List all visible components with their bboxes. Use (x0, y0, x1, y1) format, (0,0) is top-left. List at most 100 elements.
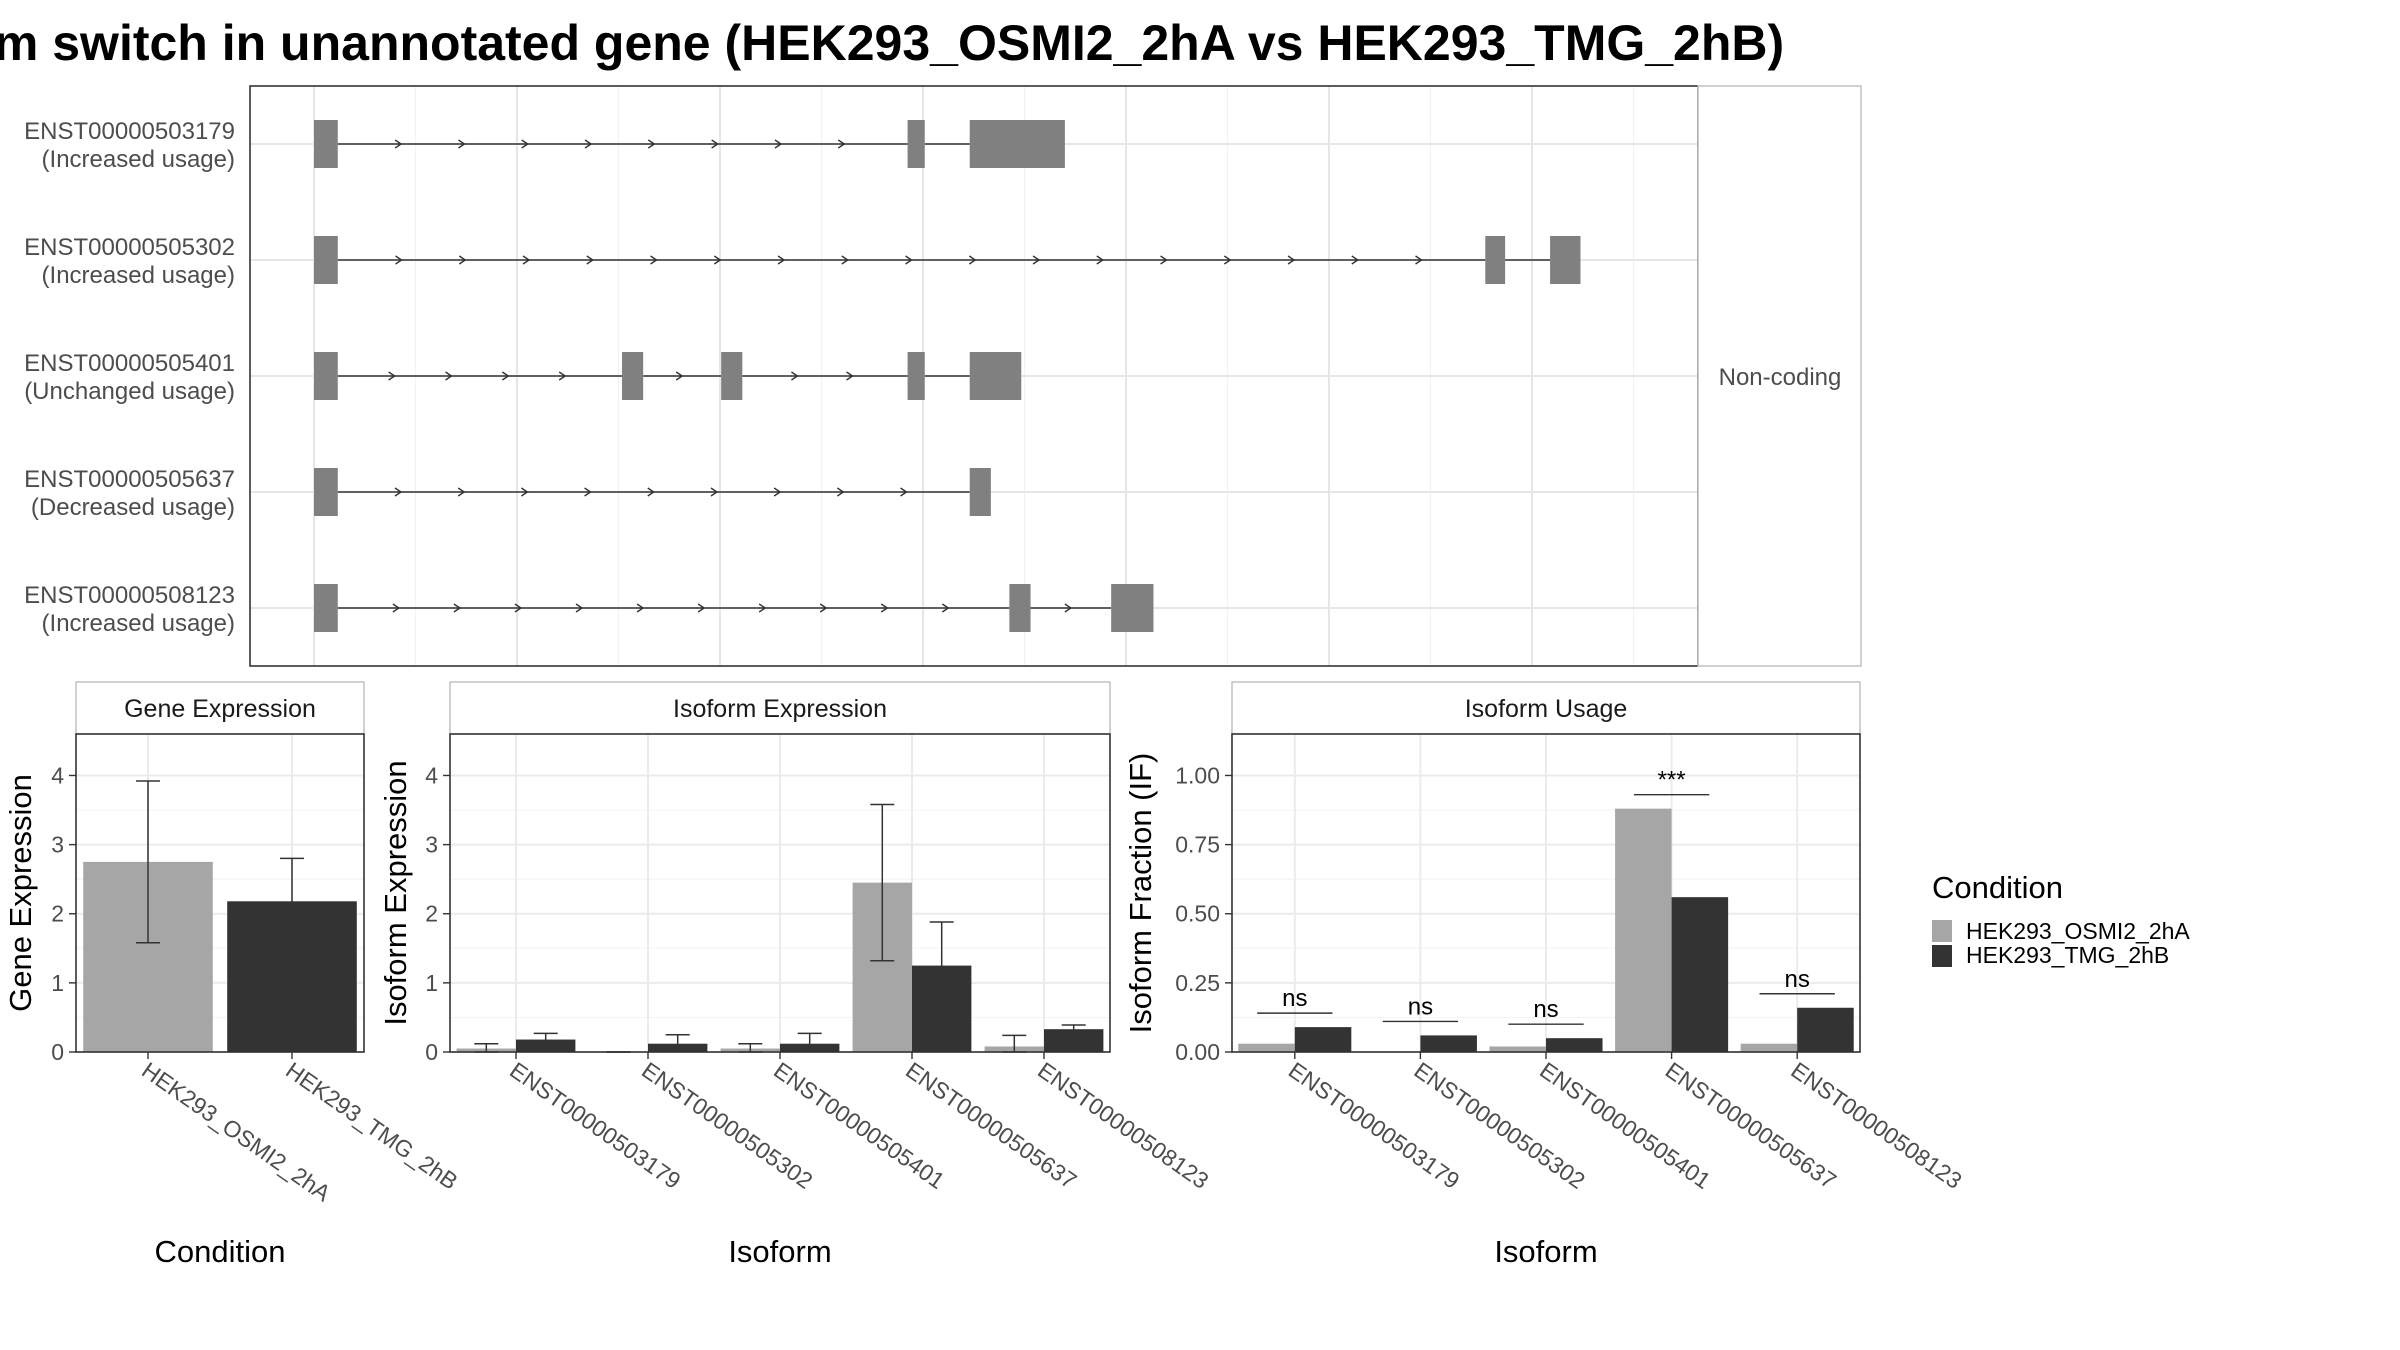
bar (1044, 1029, 1104, 1052)
exon-block (314, 352, 338, 400)
facet-label: Gene Expression (124, 695, 316, 723)
intron-direction-arrow (819, 603, 828, 613)
exon-block (314, 584, 338, 632)
x-axis-title: Isoform (1494, 1234, 1597, 1269)
gene-structure-panel: Non-coding ENST00000503179(Increased usa… (24, 85, 1862, 667)
intron-direction-arrow (388, 371, 396, 381)
y-tick-label: 4 (51, 762, 64, 788)
exon-block (314, 120, 338, 168)
y-tick-label: 0 (51, 1039, 64, 1065)
significance-label: ns (1282, 985, 1307, 1012)
facet-strip (1231, 681, 1861, 735)
transcript-id: ENST00000505302 (24, 234, 235, 261)
intron-direction-arrow (777, 255, 786, 265)
exon-block (1485, 236, 1506, 284)
transcript-usage: (Increased usage) (42, 262, 235, 289)
exon-block (907, 120, 925, 168)
y-tick-label: 3 (425, 832, 438, 858)
intron-direction-arrow (586, 255, 595, 265)
legend-swatch-cond1 (1932, 920, 1952, 942)
intron-direction-arrow (841, 255, 850, 265)
intron-direction-arrow (900, 487, 908, 497)
intron-direction-arrow (584, 139, 593, 149)
intron-direction-arrow (941, 603, 950, 613)
intron-direction-arrow (395, 255, 403, 265)
exon-block (969, 468, 991, 516)
intron-direction-arrow (636, 603, 645, 613)
intron-direction-arrow (905, 255, 913, 265)
y-tick-label: 2 (51, 901, 64, 927)
intron-direction-arrow (710, 487, 719, 497)
intron-direction-arrow (1064, 603, 1073, 613)
transcript-id: ENST00000505637 (24, 466, 235, 493)
intron-direction-arrow (501, 371, 510, 381)
intron-direction-arrow (445, 371, 453, 381)
intron-direction-arrow (520, 487, 529, 497)
intron-direction-arrow (675, 371, 684, 381)
intron-direction-arrow (1160, 255, 1168, 265)
transcript-label: ENST00000508123(Increased usage) (24, 582, 235, 637)
y-tick-label: 0.50 (1175, 901, 1220, 927)
y-axis-title: Isoform Expression (378, 760, 413, 1025)
facet-label: Isoform Usage (1465, 695, 1628, 723)
intron-direction-arrow (1415, 255, 1423, 265)
facet-strip (449, 681, 1111, 735)
gene-structure-tracks (314, 120, 1581, 632)
bar (1420, 1035, 1477, 1052)
intron-direction-arrow (521, 139, 529, 149)
intron-direction-arrow (453, 603, 462, 613)
intron-direction-arrow (647, 487, 656, 497)
intron-direction-arrow (1223, 255, 1232, 265)
intron-direction-arrow (575, 603, 584, 613)
exon-block (1550, 236, 1581, 284)
y-tick-label: 2 (425, 901, 438, 927)
transcript-label: ENST00000505637(Decreased usage) (24, 466, 235, 521)
intron-direction-arrow (1287, 255, 1296, 265)
exon-block (1111, 584, 1154, 632)
facet-label-non-coding: Non-coding (1719, 364, 1842, 391)
y-axis-title: Isoform Fraction (IF) (1123, 753, 1158, 1034)
transcript-label: ENST00000505302(Increased usage) (24, 234, 235, 289)
transcript-label: ENST00000503179(Increased usage) (24, 118, 235, 173)
legend-swatch-cond2 (1932, 945, 1952, 967)
intron-direction-arrow (458, 255, 467, 265)
intron-direction-arrow (836, 487, 845, 497)
transcript-usage: (Increased usage) (42, 610, 235, 637)
exon-block (314, 236, 338, 284)
exon-block (622, 352, 644, 400)
exon-block (1009, 584, 1031, 632)
legend-label-cond1: HEK293_OSMI2_2hA (1966, 918, 2190, 944)
exon-block (907, 352, 925, 400)
intron-direction-arrow (773, 487, 782, 497)
intron-direction-arrow (968, 255, 977, 265)
significance-label: *** (1658, 767, 1686, 794)
legend-title: Condition (1932, 870, 2063, 905)
bar (1294, 1027, 1352, 1052)
intron-direction-arrow (394, 487, 403, 497)
bar (1238, 1043, 1295, 1052)
transcript-track (314, 468, 991, 516)
transcript-track (314, 584, 1154, 632)
y-axis-title: Gene Expression (3, 774, 38, 1012)
intron-direction-arrow (697, 603, 706, 613)
intron-direction-arrow (522, 255, 531, 265)
intron-direction-arrow (392, 603, 401, 613)
facet-strip (75, 681, 365, 735)
bar (1489, 1046, 1546, 1052)
intron-direction-arrow (713, 255, 722, 265)
intron-direction-arrow (647, 139, 656, 149)
transcript-track (314, 120, 1065, 168)
intron-direction-arrow (394, 139, 403, 149)
intron-direction-arrow (558, 371, 567, 381)
significance-label: ns (1785, 966, 1810, 993)
figure-title: Isoform switch in unannotated gene (HEK2… (0, 15, 1784, 71)
exon-block (969, 120, 1065, 168)
intron-direction-arrow (1096, 255, 1105, 265)
bar (1671, 897, 1729, 1052)
exon-block (969, 352, 1022, 400)
y-tick-label: 0 (425, 1039, 438, 1065)
intron-direction-arrow (758, 603, 767, 613)
exon-block (721, 352, 743, 400)
transcript-id: ENST00000508123 (24, 582, 235, 609)
x-axis-title: Isoform (728, 1234, 831, 1269)
